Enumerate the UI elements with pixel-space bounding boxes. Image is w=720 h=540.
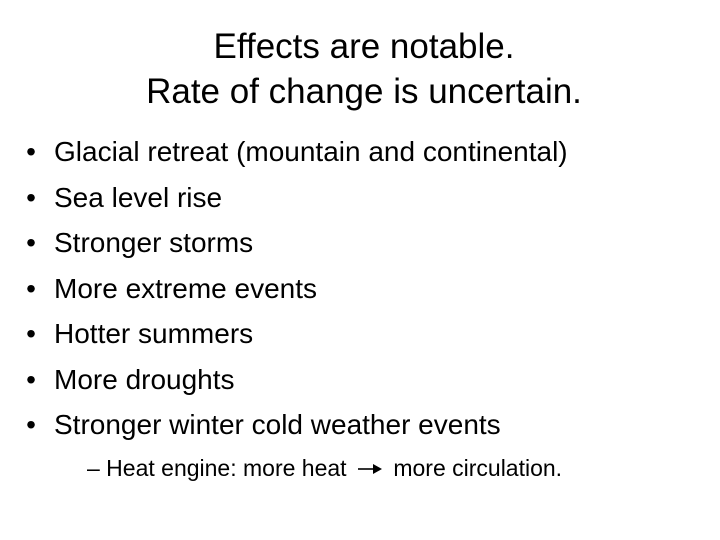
bullet-dot: •	[26, 363, 36, 395]
bullet-dot: •	[26, 227, 36, 258]
title-line-2: Rate of change is uncertain.	[146, 72, 582, 111]
slide-title: Effects are notable. Rate of change is u…	[0, 24, 720, 114]
sub-bullet: – Heat engine: more heat more circulatio…	[87, 452, 562, 486]
bullet-item: • Sea level rise	[24, 175, 568, 221]
sub-bullet-suffix: more circulation.	[393, 455, 563, 481]
bullet-text: Glacial retreat (mountain and continenta…	[54, 136, 568, 167]
bullet-dot: •	[26, 318, 36, 349]
bullet-text: Sea level rise	[54, 181, 223, 213]
bullet-item: • More extreme events	[24, 266, 568, 312]
bullet-dot: •	[26, 181, 36, 213]
bullet-text: More droughts	[54, 363, 235, 395]
bullet-item: • Stronger winter cold weather events	[24, 402, 568, 448]
bullet-list: • Glacial retreat (mountain and continen…	[24, 129, 568, 448]
right-arrow-icon	[357, 452, 383, 484]
bullet-text: Hotter summers	[54, 318, 254, 349]
title-line-1: Effects are notable.	[213, 27, 515, 66]
bullet-item: • More droughts	[24, 357, 568, 403]
bullet-text: More extreme events	[54, 272, 317, 304]
bullet-dot: •	[26, 136, 36, 167]
bullet-dot: •	[26, 409, 36, 440]
sub-bullet-prefix: – Heat engine: more heat	[87, 455, 347, 481]
bullet-item: • Stronger storms	[24, 220, 568, 266]
bullet-item: • Hotter summers	[24, 311, 568, 357]
bullet-text: Stronger winter cold weather events	[54, 409, 501, 440]
bullet-dot: •	[26, 272, 36, 304]
bullet-text: Stronger storms	[54, 227, 254, 258]
bullet-item: • Glacial retreat (mountain and continen…	[24, 129, 568, 175]
